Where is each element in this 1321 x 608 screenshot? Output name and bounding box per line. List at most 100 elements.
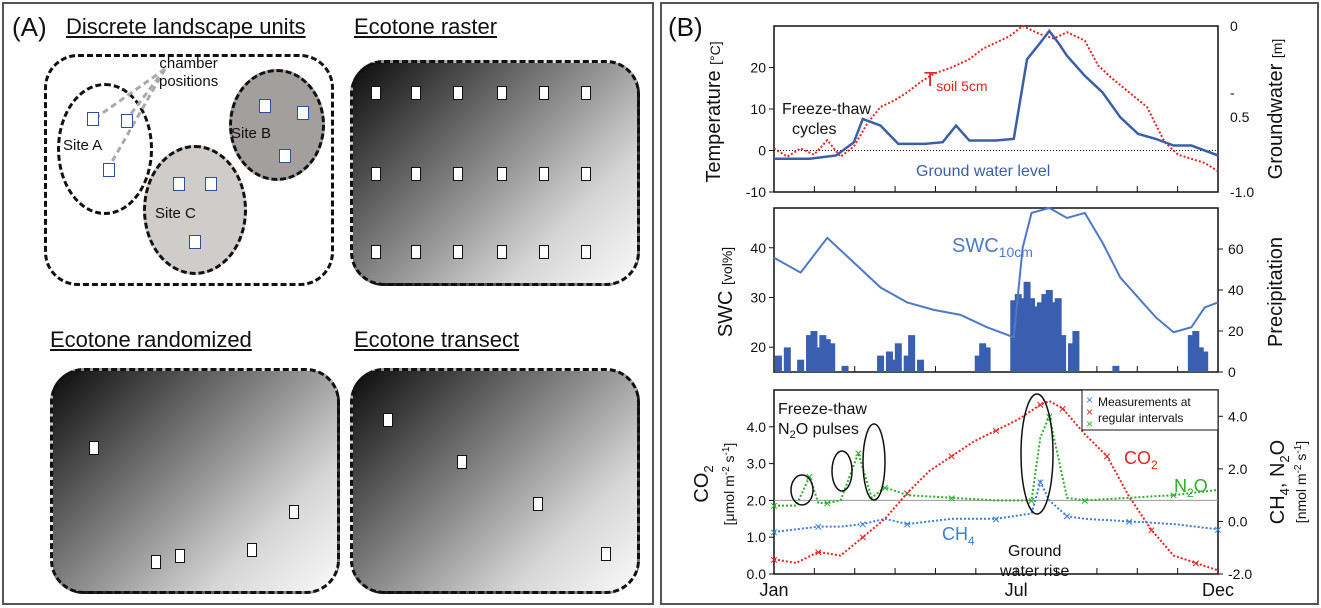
- tick-label: -10: [746, 184, 766, 200]
- soil-temp-main: T: [924, 69, 936, 91]
- br-unit-a: [nmol m: [1293, 473, 1309, 523]
- precip-bar: [1019, 298, 1027, 372]
- chamber-marker: [279, 149, 291, 163]
- title-ecotone-transect: Ecotone transect: [354, 327, 520, 352]
- mid-right-axis-title: Precipitation: [1265, 237, 1287, 347]
- swc-sub: 10cm: [999, 244, 1033, 260]
- precip-bar: [814, 347, 822, 372]
- precip-bar: [1036, 302, 1044, 372]
- ft-pulses-2b: O pulses: [796, 421, 859, 438]
- raster-marker: [453, 167, 463, 181]
- bl-unit-a: [μmol m: [721, 475, 737, 525]
- tick-label: 4.0: [1228, 408, 1248, 424]
- soil-temp-sub: soil 5cm: [936, 78, 987, 94]
- swc-main: SWC: [952, 235, 999, 257]
- svg-text:Temperature [°C]: Temperature [°C]: [703, 41, 725, 182]
- raster-marker: [411, 167, 421, 181]
- chamber-marker: [189, 235, 201, 249]
- raster-marker: [539, 86, 549, 100]
- tick-label: 60: [1228, 241, 1244, 257]
- precip-bar: [1041, 294, 1049, 372]
- precip-bar: [819, 335, 827, 372]
- tick-label: 30: [750, 289, 766, 305]
- co2-marker: ×: [1103, 448, 1111, 464]
- precip-bar: [828, 343, 836, 372]
- ch4-marker: ×: [814, 519, 822, 535]
- precip-bar: [979, 343, 987, 372]
- precip-bar: [1045, 290, 1053, 372]
- chamber-label-line1: chamber: [159, 55, 218, 72]
- tick-label: 40: [750, 240, 766, 256]
- precip-bar: [1032, 306, 1040, 372]
- chamber-marker: [259, 99, 271, 113]
- co2-marker: ×: [859, 529, 867, 545]
- tick-label: 0.0: [747, 566, 767, 582]
- swc-label: SWC10cm: [952, 235, 1033, 260]
- raster-marker: [581, 167, 591, 181]
- n2o-series-main: N: [1174, 476, 1187, 496]
- ch4-marker: ×: [859, 516, 867, 532]
- tick-label: 0: [758, 143, 766, 159]
- bottom-left-ticks: 4.0 3.0 2.0 1.0 0.0: [747, 419, 774, 582]
- chamber-positions-label: chamber positions: [159, 55, 218, 91]
- raster-marker: [497, 245, 507, 259]
- raster-marker: [497, 167, 507, 181]
- precip-bar: [903, 355, 911, 372]
- ch4-series-main: CH: [942, 524, 968, 544]
- transect-marker: [383, 413, 393, 427]
- title-ecotone-randomized: Ecotone randomized: [50, 327, 252, 352]
- tick-label: 20: [1228, 323, 1244, 339]
- ft-pulses-2a: N: [778, 421, 790, 438]
- panel-b: (B) Temperature [°C] Groundwater [m] 20 1…: [660, 2, 1319, 605]
- random-marker: [289, 505, 299, 519]
- random-marker: [175, 549, 185, 563]
- title-ecotone-raster: Ecotone raster: [354, 14, 498, 39]
- raster-marker: [453, 86, 463, 100]
- ch4-series-sub: 4: [968, 534, 975, 548]
- top-right-axis-unit: [m]: [1269, 39, 1285, 58]
- tick-label: 0.0: [1228, 513, 1248, 529]
- co2-series-label: CO2: [1124, 448, 1158, 472]
- freeze-thaw-annotation-1: Freeze-thaw: [782, 101, 871, 118]
- n2o-series-end: O: [1194, 476, 1208, 496]
- raster-marker: [371, 245, 381, 259]
- chamber-pointer-lines: [96, 67, 167, 168]
- precip-bar: [823, 339, 831, 372]
- panel-a: (A) Discrete landscape units Ecotone ras…: [2, 2, 654, 605]
- precip-bar: [1054, 298, 1062, 372]
- ch4-line: [773, 479, 1219, 533]
- tick-label: 10: [750, 101, 766, 117]
- n2o-marker: ×: [805, 469, 813, 485]
- groundwater-line: [774, 28, 1219, 161]
- random-marker: [247, 543, 257, 557]
- gw-rise-ellipse: [1020, 393, 1054, 515]
- pulse-ellipse: [790, 474, 814, 506]
- chamber-marker: [87, 112, 99, 126]
- ch4-marker: ×: [1063, 508, 1071, 524]
- chamber-label-line2: positions: [159, 73, 219, 90]
- raster-marker: [539, 245, 549, 259]
- chamber-marker: [205, 177, 217, 191]
- n2o-marker: ×: [823, 495, 831, 511]
- co2-line: [773, 399, 1219, 572]
- svg-text:[μmol m-2 s-1]: [μmol m-2 s-1]: [721, 443, 737, 526]
- precip-bar: [1192, 331, 1200, 372]
- gw-rise-2: water rise: [999, 563, 1069, 580]
- ch4-marker: ×: [770, 524, 778, 540]
- ch4-marker: ×: [1036, 474, 1044, 490]
- chamber-marker: [297, 106, 309, 120]
- mid-left-axis-unit: [vol%]: [719, 247, 735, 285]
- month-label: Jan: [759, 580, 788, 600]
- precip-bar: [890, 359, 898, 372]
- ch4-marker: ×: [992, 511, 1000, 527]
- br-e: O: [1267, 440, 1289, 456]
- co2-marker: ×: [1192, 555, 1200, 571]
- tick-label: 20: [750, 339, 766, 355]
- discrete-units-frame: chamber positions Site A Site B Site C: [44, 54, 334, 286]
- n2o-marker: ×: [854, 445, 862, 461]
- co2-marker: ×: [1059, 400, 1067, 416]
- random-marker: [151, 555, 161, 569]
- transect-marker: [533, 497, 543, 511]
- precip-bar: [1112, 365, 1120, 372]
- pulse-ellipse: [831, 450, 853, 492]
